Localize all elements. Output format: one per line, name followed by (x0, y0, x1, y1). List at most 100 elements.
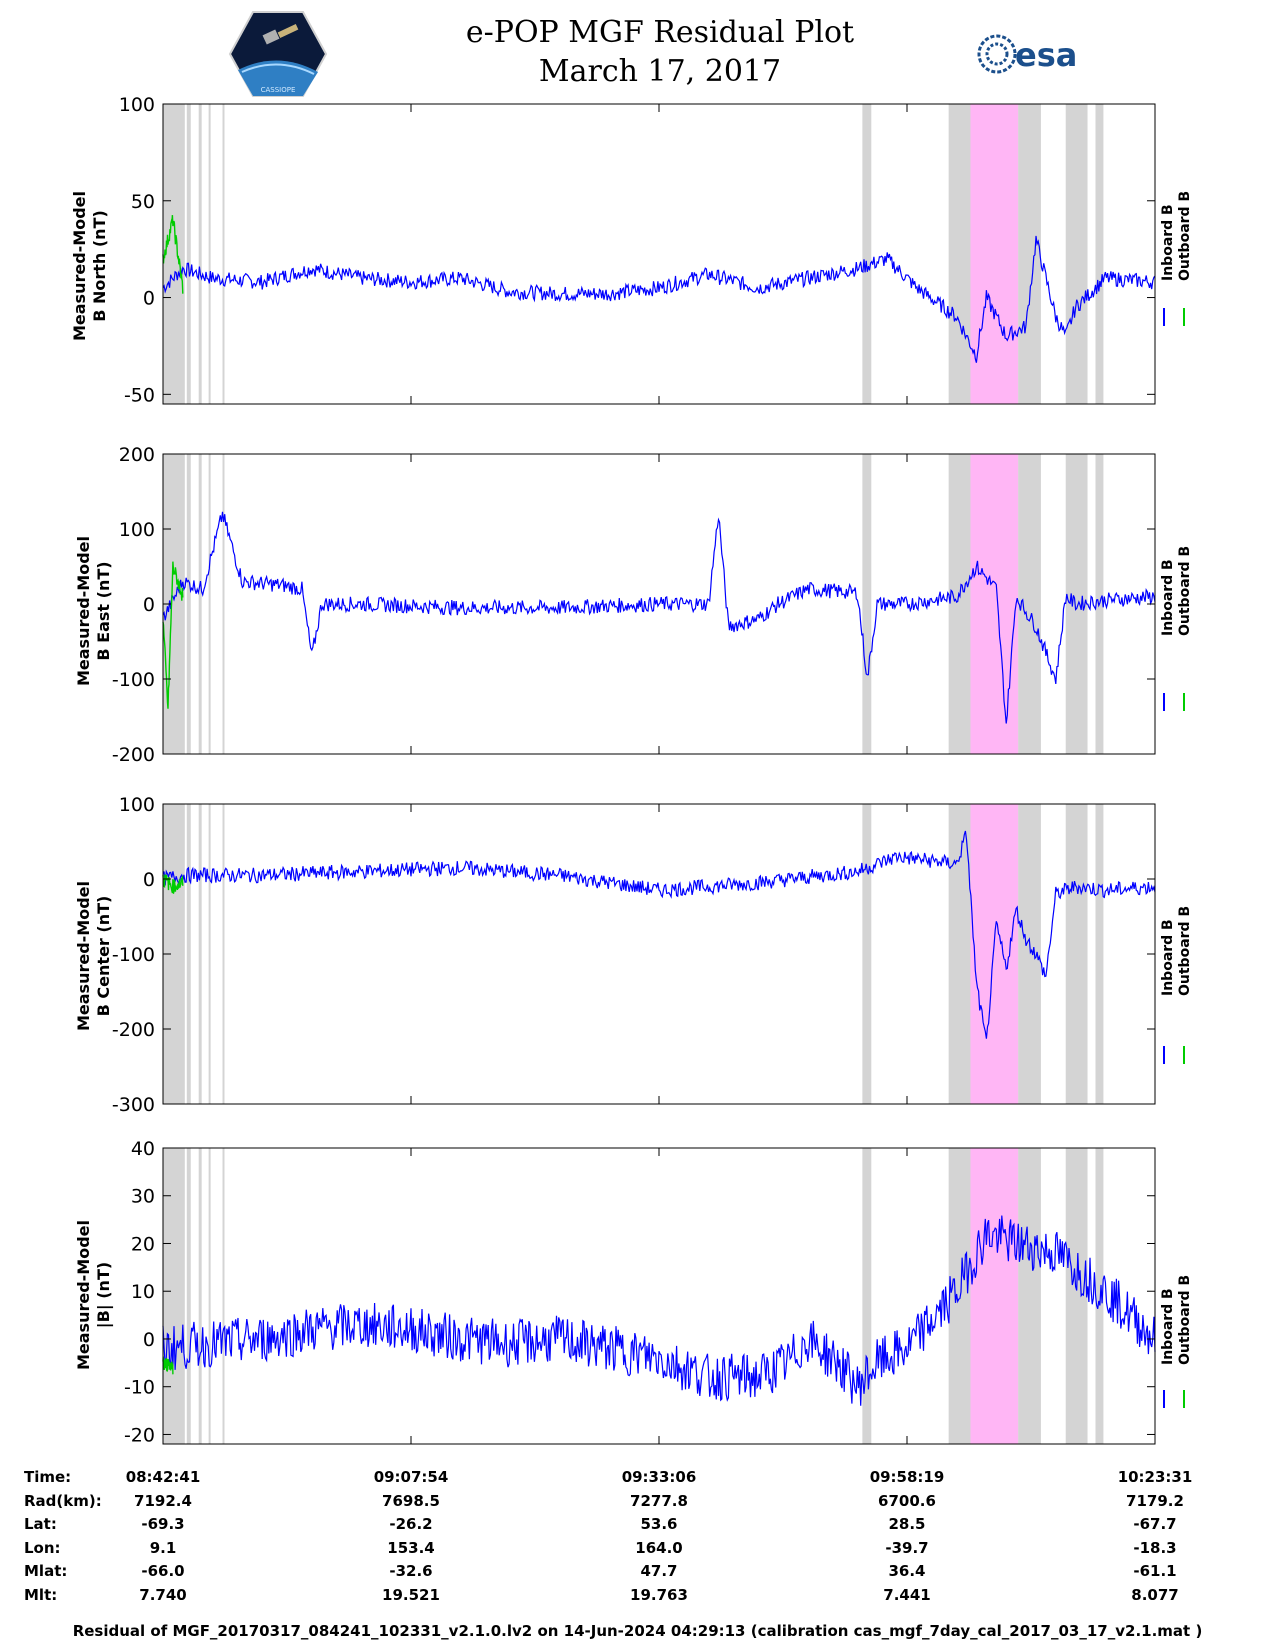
info-cell: 7.740 (139, 1585, 187, 1604)
y-tick-label: -100 (112, 669, 155, 691)
gray-shade-band (222, 804, 225, 1104)
gray-shade-band (163, 1148, 185, 1444)
info-row: Time: 08:42:41 09:07:54 09:33:06 09:58:19 10:… (0, 1468, 1275, 1490)
info-cell: 09:58:19 (869, 1468, 945, 1486)
ylabel-b-north-line1: Measured-Model (70, 190, 89, 342)
gray-shade-band (1018, 104, 1041, 404)
legend-inboard: Inboard B (1160, 559, 1176, 636)
gray-shade-band (1018, 804, 1041, 1104)
y-tick-label: 0 (143, 1329, 155, 1351)
gray-shade-band (862, 104, 872, 404)
series-line-inboard (162, 235, 1156, 363)
info-cell: -18.3 (1133, 1538, 1177, 1557)
gray-shade-band (208, 804, 211, 1104)
panel-b-magnitude: 40 30 20 10 0 -10 -20 Measured-Model |B| (nT) I… (0, 1140, 1275, 1470)
info-row: Mlt: 7.740 19.521 19.763 7.441 8.077 (0, 1586, 1275, 1608)
info-cell: 36.4 (888, 1562, 926, 1580)
legend-swatches (1163, 1390, 1203, 1412)
gray-shade-band (198, 1148, 202, 1444)
y-tick-label: -10 (124, 1377, 155, 1399)
ylabel-b-east-line1: Measured-Model (74, 535, 93, 687)
gray-shade-band (1018, 1148, 1041, 1444)
cassiope-logo: CASSIOPE (228, 11, 328, 97)
gray-shade-band (208, 1148, 211, 1444)
ylabel-b-center-line2: B Center (nT) (94, 895, 113, 1017)
b-east-plot: 200 100 0 -100 -200 (112, 446, 1156, 766)
legend-swatches (1163, 693, 1203, 715)
legend-inboard: Inboard B (1160, 919, 1176, 996)
y-tick-label: 100 (119, 96, 155, 116)
info-cell: 53.6 (640, 1515, 678, 1533)
legend-outboard: Outboard B (1177, 905, 1193, 996)
info-cell: 7179.2 (1126, 1491, 1184, 1510)
pink-shade-band (970, 104, 1019, 404)
info-row: Lat: -69.3 -26.2 53.6 28.5 -67.7 (0, 1515, 1275, 1537)
panel-b-north: 100 50 0 -50 Measured-Model B North (nT) Inb… (0, 96, 1275, 416)
info-cell: 6700.6 (878, 1491, 936, 1510)
gray-shade-band (198, 454, 202, 754)
gray-shade-band (862, 1148, 872, 1444)
series-line-outboard (162, 215, 184, 294)
info-cell: 09:07:54 (373, 1468, 449, 1486)
legend-swatches (1163, 1046, 1203, 1068)
info-row-label: Mlat: (24, 1562, 68, 1580)
legend-b-east: Inboard B Outboard B (1160, 546, 1194, 636)
y-tick-label: -200 (112, 744, 155, 766)
panel-b-east: 200 100 0 -100 -200 Measured-Model B East (nT… (0, 446, 1275, 766)
gray-shade-band (198, 804, 202, 1104)
y-tick-label: -200 (112, 1019, 155, 1041)
footer-note: Residual of MGF_20170317_084241_102331_v… (72, 1622, 1203, 1640)
gray-shade-band (1065, 1148, 1088, 1444)
chart-title: e-POP MGF Residual Plot (465, 15, 855, 50)
esa-logo-text: esa (1015, 36, 1077, 74)
legend-outboard: Outboard B (1177, 190, 1193, 281)
info-row: Mlat: -66.0 -32.6 47.7 36.4 -61.1 (0, 1562, 1275, 1584)
gray-shade-band (222, 104, 225, 404)
info-row-label: Time: (24, 1468, 72, 1486)
y-tick-label: 0 (143, 594, 155, 616)
gray-shade-band (948, 804, 971, 1104)
panel-b-center: 100 0 -100 -200 -300 Measured-Model B Center … (0, 796, 1275, 1116)
legend-b-north: Inboard B Outboard B (1160, 191, 1194, 281)
info-cell: 8.077 (1131, 1585, 1179, 1604)
gray-shade-band (222, 454, 225, 754)
info-cell: 7277.8 (630, 1491, 688, 1510)
pink-shade-band (970, 804, 1019, 1104)
gray-shade-band (1095, 804, 1104, 1104)
y-tick-label: -50 (124, 384, 155, 406)
series-line-inboard (162, 830, 1156, 1039)
gray-shade-band (1065, 804, 1088, 1104)
gray-shade-band (948, 1148, 971, 1444)
gray-shade-band (862, 454, 872, 754)
y-tick-label: 100 (119, 519, 155, 541)
info-cell: 28.5 (888, 1515, 926, 1533)
legend-outboard: Outboard B (1177, 545, 1193, 636)
gray-shade-band (1018, 454, 1041, 754)
gray-shade-band (186, 104, 191, 404)
info-row-label: Rad(km): (24, 1491, 102, 1510)
ylabel-b-east-line2: B East (nT) (94, 561, 113, 661)
info-cell: 164.0 (635, 1538, 683, 1557)
ylabel-b-north-line2: B North (nT) (90, 210, 109, 322)
b-magnitude-plot: 40 30 20 10 0 -10 -20 (124, 1140, 1156, 1446)
y-tick-label: 0 (143, 288, 155, 310)
y-tick-label: 10 (131, 1281, 155, 1303)
b-center-plot: 100 0 -100 -200 -300 (112, 796, 1156, 1116)
gray-shade-band (186, 804, 191, 1104)
pink-shade-band (970, 1148, 1019, 1444)
info-cell: 08:42:41 (125, 1468, 201, 1486)
gray-shade-band (1065, 104, 1088, 404)
chart-date: March 17, 2017 (538, 54, 782, 89)
gray-shade-band (948, 454, 971, 754)
y-tick-label: 40 (131, 1140, 155, 1160)
info-cell: -32.6 (389, 1562, 433, 1580)
series-line-outboard (162, 1356, 174, 1375)
series-line-outboard (162, 561, 184, 709)
gray-shade-band (862, 804, 872, 1104)
ylabel-b-center-line1: Measured-Model (74, 880, 93, 1032)
gray-shade-band (163, 104, 185, 404)
series-line-inboard (162, 511, 1156, 724)
info-cell: 9.1 (149, 1538, 177, 1557)
ylabel-b-magnitude-line2: |B| (nT) (94, 1261, 113, 1329)
ylabel-b-magnitude-line1: Measured-Model (74, 1219, 93, 1371)
